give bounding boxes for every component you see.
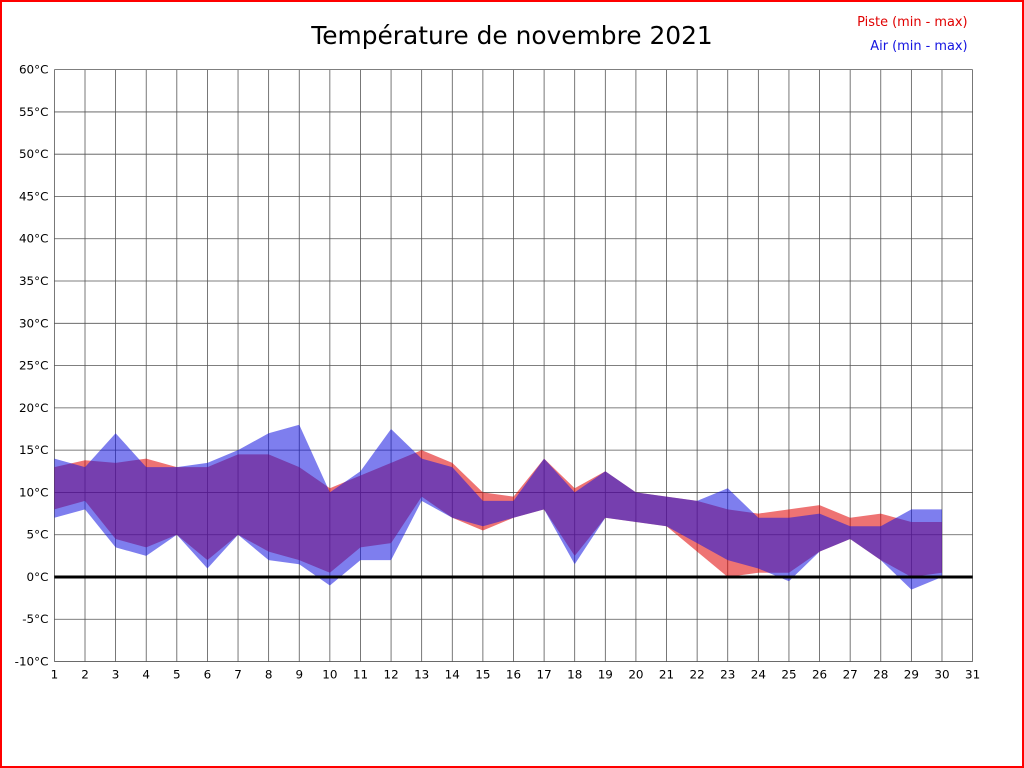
x-tick-label: 9 [295,667,303,681]
x-tick-label: 28 [873,667,888,681]
x-tick-label: 22 [690,667,705,681]
y-tick-label: 40°C [19,232,48,246]
y-tick-label: -5°C [22,612,48,626]
legend-air: Air (min - max) [870,39,967,54]
y-tick-label: 30°C [19,316,48,330]
x-tick-label: 3 [112,667,120,681]
x-tick-label: 7 [234,667,242,681]
x-tick-label: 26 [812,667,827,681]
air-minmax-band [54,424,942,590]
y-tick-label: 15°C [19,443,48,457]
y-tick-label: 55°C [19,105,48,119]
y-tick-label: 60°C [19,63,48,77]
x-tick-label: 27 [843,667,858,681]
y-tick-label: 50°C [19,147,48,161]
x-tick-label: 24 [751,667,766,681]
y-tick-label: 5°C [27,528,49,542]
grid [53,69,973,662]
temperature-bands [54,424,942,590]
x-tick-label: 16 [506,667,521,681]
y-tick-label: 45°C [19,189,48,203]
x-tick-label: 2 [81,667,89,681]
x-tick-label: 5 [173,667,181,681]
legend-piste: Piste (min - max) [857,15,967,30]
x-tick-label: 17 [537,667,552,681]
y-tick-label: 35°C [19,274,48,288]
y-tick-label: 25°C [19,359,48,373]
x-tick-label: 12 [383,667,398,681]
x-tick-label: 11 [353,667,368,681]
x-tick-label: 21 [659,667,674,681]
x-tick-label: 25 [781,667,796,681]
x-tick-label: 14 [445,667,460,681]
y-tick-label: 10°C [19,485,48,499]
x-tick-label: 6 [204,667,212,681]
y-tick-label: 0°C [27,570,49,584]
chart-title: Température de novembre 2021 [310,21,712,50]
x-tick-label: 4 [142,667,150,681]
x-tick-label: 10 [322,667,337,681]
axis-labels: -10°C -5°C 0°C 5°C 10°C 15°C 20°C 25°C 30°C 35°C 4… [15,63,981,682]
x-tick-label: 18 [567,667,582,681]
x-tick-label: 30 [934,667,949,681]
y-tick-label: 20°C [19,401,48,415]
y-tick-label: -10°C [15,655,49,669]
x-tick-label: 20 [628,667,643,681]
x-tick-label: 31 [965,667,980,681]
x-tick-label: 29 [904,667,919,681]
x-tick-label: 13 [414,667,429,681]
x-tick-label: 19 [598,667,613,681]
x-tick-label: 23 [720,667,735,681]
x-tick-label: 8 [265,667,273,681]
x-tick-label: 15 [475,667,490,681]
x-tick-label: 1 [51,667,59,681]
